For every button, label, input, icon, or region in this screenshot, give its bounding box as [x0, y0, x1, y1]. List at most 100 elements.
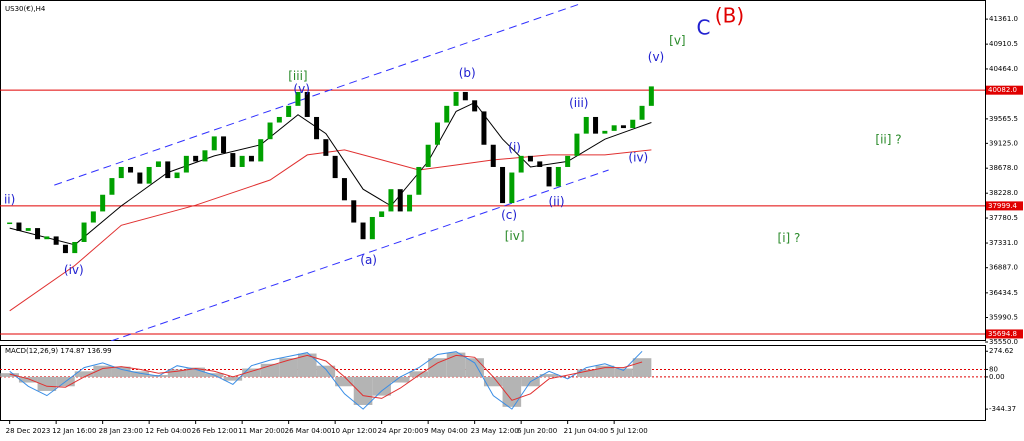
wave-label: (iii): [569, 96, 588, 110]
wave-label: (B): [715, 4, 744, 28]
histogram-bar: [409, 371, 429, 377]
candle: [53, 236, 59, 245]
x-tick-label: 28 Jan 23:00: [99, 427, 143, 435]
candle: [565, 155, 571, 167]
wave-label: (c): [501, 208, 517, 222]
histogram-bar: [372, 376, 391, 396]
histogram-bar: [428, 358, 447, 377]
histogram-bar: [297, 353, 317, 377]
y-tick-label: 0.00: [989, 373, 1005, 381]
x-tick-label: 26 Mar 04:00: [285, 427, 332, 435]
level-label: 40082.0: [988, 86, 1017, 94]
histogram-bar: [111, 366, 131, 377]
histogram-bar: [353, 376, 373, 405]
histogram-bar: [0, 373, 19, 377]
histogram-bar: [316, 365, 336, 377]
level-label: 35694.8: [988, 330, 1017, 338]
y-tick-label: 36434.5: [989, 289, 1018, 297]
macd-title: MACD(12,26,9) 174.87 136.99: [5, 347, 112, 355]
x-tick-label: 6 Jun 20:00: [517, 427, 557, 435]
y-tick-label: 35990.5: [989, 314, 1018, 322]
candle: [630, 119, 636, 129]
wave-label: [iv]: [505, 229, 525, 243]
candle: [360, 222, 366, 240]
candle: [481, 111, 487, 145]
candle: [323, 139, 329, 156]
x-tick-label: 28 Dec 2023: [6, 427, 51, 435]
candle: [388, 189, 394, 212]
histogram-bar: [130, 371, 150, 377]
candle: [165, 161, 171, 179]
histogram-bar: [483, 376, 503, 387]
candle: [35, 228, 41, 240]
candle: [639, 105, 645, 120]
candle: [341, 178, 347, 201]
candle: [648, 86, 654, 106]
candle: [444, 105, 450, 123]
wave-label: [iii]: [288, 69, 307, 83]
candle: [202, 150, 208, 162]
candle: [490, 144, 496, 167]
histogram-bar: [186, 367, 205, 377]
histogram-bar: [279, 358, 298, 377]
x-tick-label: 11 Mar 20:00: [238, 427, 285, 435]
candle: [332, 155, 338, 179]
candle: [397, 189, 403, 212]
moving-average: [9, 149, 652, 312]
wave-label: ii): [4, 193, 15, 207]
y-tick-label: 36887.0: [989, 264, 1018, 272]
candle: [44, 236, 50, 240]
price-frame: [0, 0, 986, 341]
x-tick-label: 23 May 12:00: [471, 427, 519, 435]
level-badge: [986, 201, 1023, 211]
x-tick-label: 12 Feb 04:00: [145, 427, 191, 435]
candle: [25, 228, 31, 231]
wave-label: (i): [508, 140, 521, 154]
histogram-bar: [632, 358, 652, 377]
candle: [183, 155, 189, 173]
y-tick-label: -344.37: [989, 405, 1016, 413]
candle: [248, 155, 254, 162]
wave-label: C: [696, 16, 710, 40]
candle: [416, 166, 422, 195]
wave-label: (v): [648, 50, 664, 64]
y-tick-label: 41361.0: [989, 15, 1018, 23]
candle: [239, 155, 245, 167]
candle: [62, 244, 68, 254]
candle: [174, 172, 180, 179]
histogram-bar: [502, 376, 522, 407]
candle: [109, 178, 115, 195]
candle: [527, 155, 533, 162]
histogram-bar: [390, 376, 410, 383]
candle: [425, 144, 431, 167]
wave-label: (a): [360, 253, 377, 267]
wave-label: [ii] ?: [875, 132, 901, 146]
wave-label: (b): [459, 66, 476, 80]
candle: [155, 161, 161, 167]
candle: [602, 130, 608, 134]
candle: [379, 211, 385, 217]
candle: [593, 116, 599, 134]
candle: [546, 166, 552, 187]
candle: [193, 155, 199, 162]
candle: [221, 136, 227, 154]
candle: [295, 91, 301, 106]
candle: [118, 166, 124, 179]
wave-label: (v): [293, 82, 309, 96]
y-tick-label: 39125.0: [989, 139, 1018, 147]
candle: [574, 133, 580, 156]
wave-label: (iv): [628, 150, 648, 164]
wave-label: [i] ?: [778, 231, 801, 245]
candle: [407, 194, 413, 212]
candle: [211, 136, 217, 151]
candle: [369, 216, 375, 240]
histogram-bar: [93, 365, 112, 377]
y-tick-label: 37780.5: [989, 214, 1018, 222]
candle: [351, 200, 357, 223]
y-tick-label: 40910.5: [989, 40, 1018, 48]
histogram-bar: [37, 376, 57, 391]
y-tick-label: 40464.0: [989, 65, 1018, 73]
histogram-bar: [465, 358, 484, 377]
